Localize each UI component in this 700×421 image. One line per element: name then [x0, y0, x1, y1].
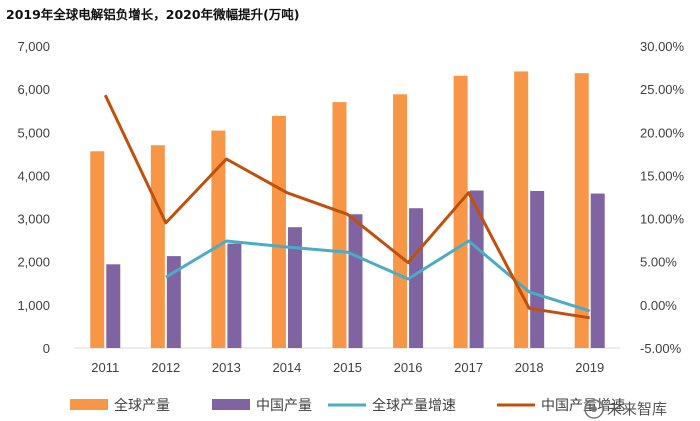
bars — [90, 71, 605, 349]
y-left-tick-label: 5,000 — [17, 125, 50, 140]
y-right-tick-label: 15.00% — [640, 168, 685, 183]
bar-china — [409, 208, 424, 348]
legend-swatch-bar — [70, 399, 108, 410]
x-tick-label: 2018 — [515, 360, 544, 375]
lines — [103, 94, 591, 320]
bar-global — [453, 75, 468, 349]
bar-global — [211, 130, 226, 348]
y-left-tick-label: 1,000 — [17, 298, 50, 313]
y-left-tick-label: 3,000 — [17, 212, 50, 227]
legend: 全球产量 中国产量 全球产量增速 中国产量增速 — [70, 397, 625, 414]
bar-china — [166, 256, 181, 348]
bar-global — [90, 151, 105, 348]
bar-china — [590, 193, 605, 348]
bar-china — [227, 243, 242, 348]
y-left-tick-label: 0 — [43, 341, 50, 356]
legend-label: 全球产量 — [114, 397, 170, 414]
watermark-logo-dot — [591, 406, 597, 412]
y-left-tick-label: 4,000 — [17, 168, 50, 183]
y-right-tick-label: 10.00% — [640, 212, 685, 227]
bar-china — [287, 227, 302, 348]
chart-title: 2019年全球电解铝负增长，2020年微幅提升(万吨) — [6, 7, 300, 22]
watermark: 未来智库 — [584, 399, 667, 419]
x-tick-label: 2017 — [454, 360, 483, 375]
bar-global — [574, 73, 589, 349]
legend-swatch-bar — [212, 399, 250, 410]
y-right-tick-label: 30.00% — [640, 39, 685, 54]
line-global-growth — [165, 239, 591, 313]
y-right-tick-label: 5.00% — [640, 255, 677, 270]
x-tick-label: 2016 — [394, 360, 423, 375]
x-tick-label: 2014 — [272, 360, 301, 375]
y-right-tick-label: 25.00% — [640, 82, 685, 97]
x-tick-label: 2019 — [575, 360, 604, 375]
bar-global — [332, 102, 347, 348]
line-china-growth — [103, 94, 590, 320]
legend-label: 中国产量 — [256, 398, 312, 414]
bar-global — [514, 71, 529, 348]
bar-global — [393, 94, 408, 348]
y-right-tick-label: 20.00% — [640, 125, 685, 140]
y-right-tick-label: 0.00% — [640, 298, 677, 313]
legend-label: 中国产量增速 — [541, 398, 625, 414]
y-left-tick-label: 7,000 — [17, 39, 50, 54]
x-tick-label: 2012 — [151, 360, 180, 375]
bar-china — [106, 264, 121, 348]
x-tick-label: 2011 — [91, 360, 119, 375]
axes: 0 1,000 2,000 3,000 4,000 5,000 6,000 7,000 -5.0… — [17, 39, 684, 375]
y-left-tick-label: 2,000 — [17, 255, 50, 270]
x-tick-label: 2013 — [212, 360, 241, 375]
bar-china — [469, 190, 484, 348]
x-tick-label: 2015 — [333, 360, 362, 375]
bar-global — [150, 145, 165, 348]
bar-global — [271, 115, 286, 349]
bar-china — [530, 190, 545, 348]
watermark-logo-icon — [584, 399, 604, 419]
y-right-tick-label: -5.00% — [640, 341, 682, 356]
bar-china — [348, 214, 363, 348]
y-left-tick-label: 6,000 — [17, 82, 50, 97]
legend-label: 全球产量增速 — [372, 397, 456, 414]
watermark-text: 未来智库 — [607, 400, 667, 418]
